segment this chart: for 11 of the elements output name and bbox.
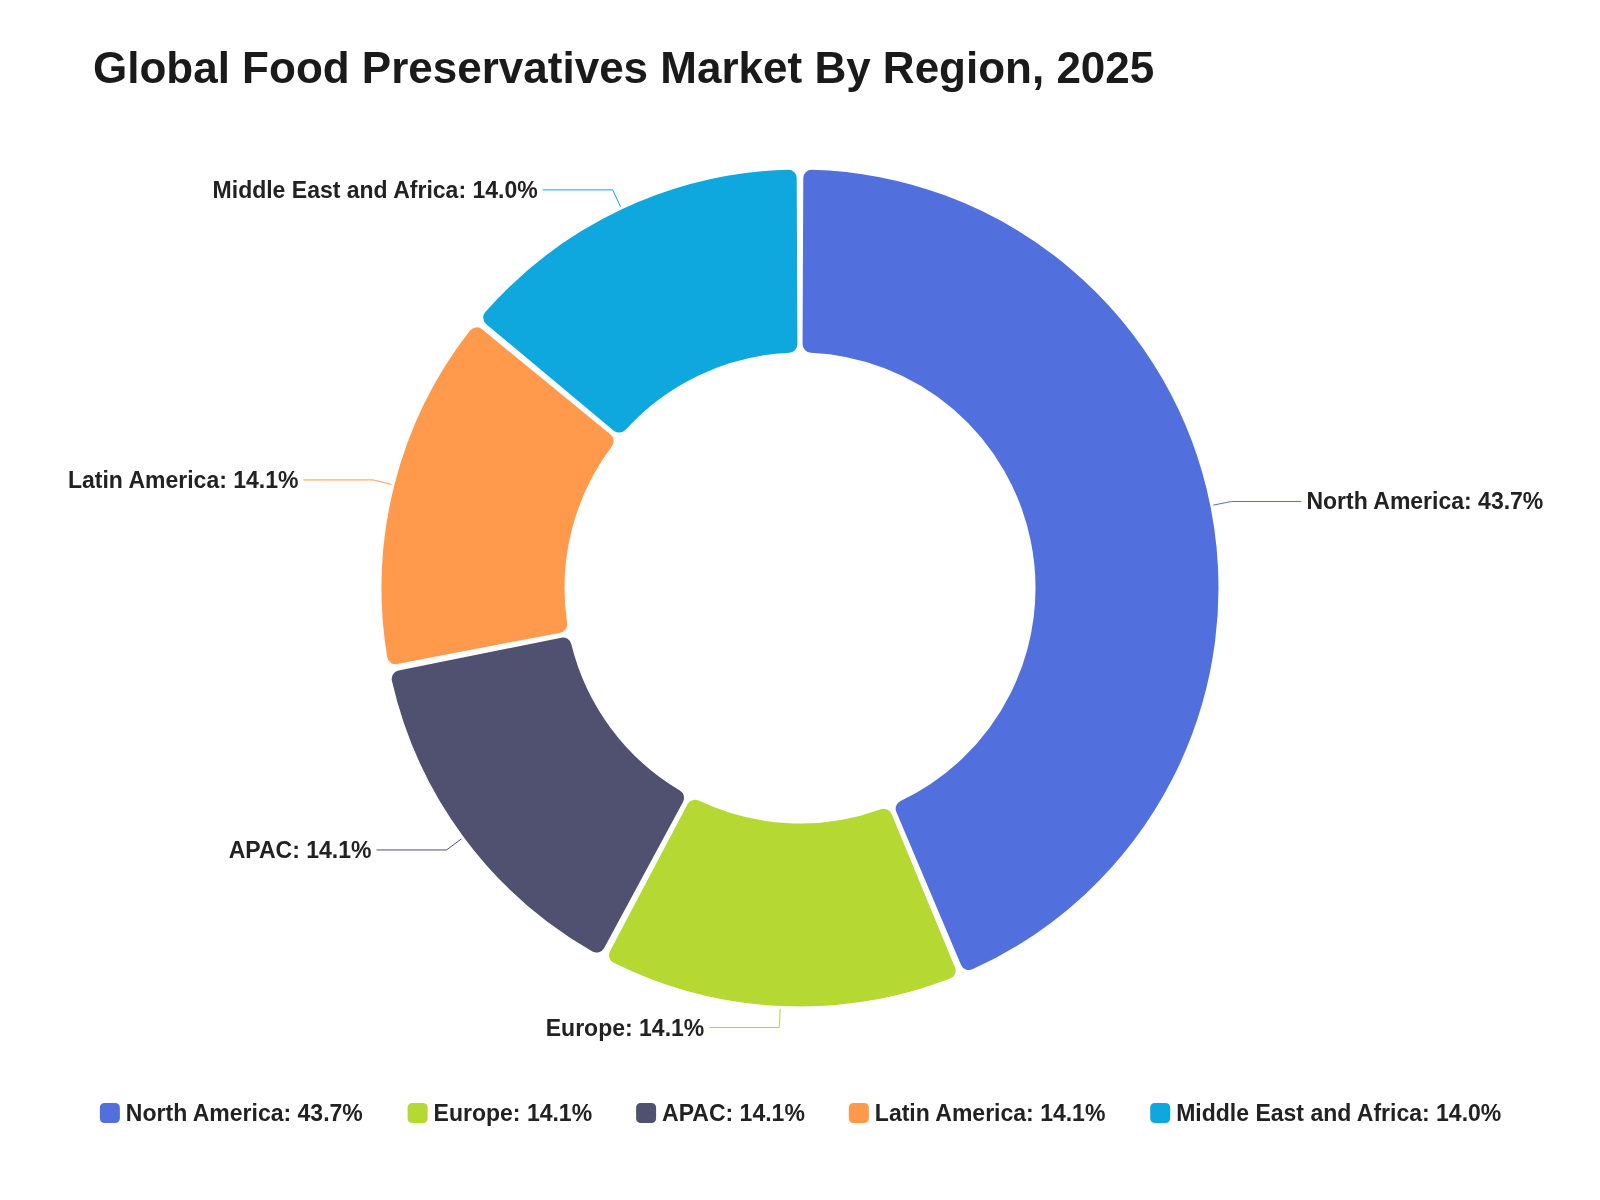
legend-label: North America: 43.7% [125,1100,363,1126]
chart-title: Global Food Preservatives Market By Region, 2025 [93,42,1155,92]
legend-label: Europe: 14.1% [433,1100,593,1126]
slice-label: Middle East and Africa: 14.0% [212,176,538,203]
legend-label: APAC: 14.1% [662,1100,805,1126]
slice-label: Europe: 14.1% [545,1014,705,1041]
slice-label: North America: 43.7% [1306,488,1544,515]
legend-label: Middle East and Africa: 14.0% [1176,1100,1502,1126]
slice-label: Latin America: 14.1% [67,466,299,493]
slice-label: APAC: 14.1% [228,836,372,863]
legend-label: Latin America: 14.1% [874,1100,1106,1126]
